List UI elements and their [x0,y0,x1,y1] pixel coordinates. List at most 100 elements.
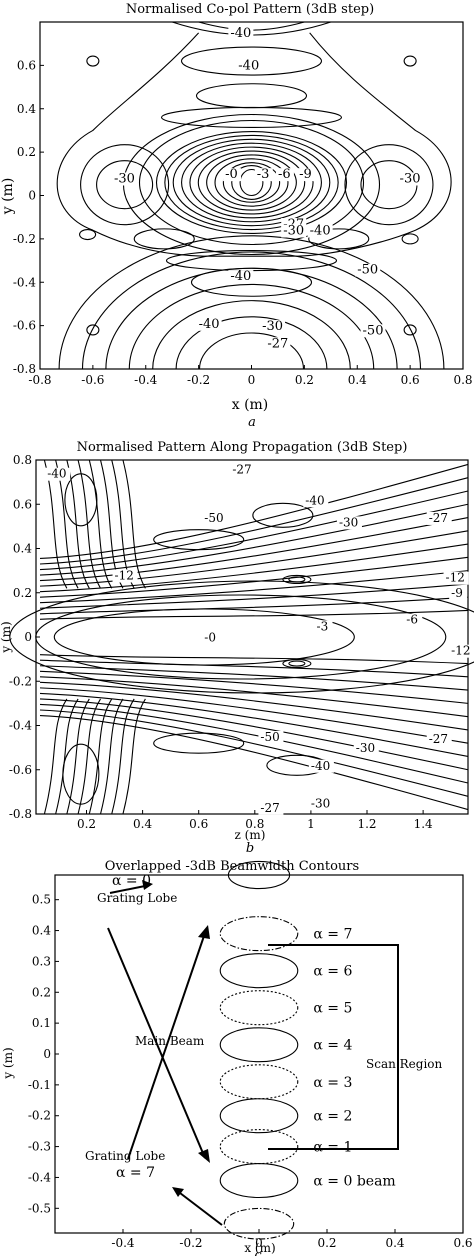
contour-label: -40 [238,59,259,74]
arrowhead-grating-lobe-top [142,880,153,890]
contour-label-bg [281,224,307,238]
contour-label-bg [260,319,286,333]
y-tick-label: 0 [24,630,32,644]
chart-b-contour-labels: -40 -27-40-50 -30 -27-12 -12-9-0-3 -6-12-50 -2… [45,462,474,815]
contour-line [64,473,98,527]
contour-line [39,570,469,604]
x-tick-label: -0.2 [187,373,210,387]
contour-label-bg [112,569,138,583]
contour-line [66,459,90,589]
chart-c-xlabel: x (m) [244,1241,275,1255]
contour-line [197,150,306,215]
contour-label: -50 [204,511,223,525]
contour-label: -50 [260,730,279,744]
contour-line [66,698,90,815]
contour-line [181,142,322,223]
contour-label-bg [426,733,452,747]
contour-line [39,714,469,811]
y-tick-label: 0.4 [32,924,51,938]
contour-label: -30 [114,171,135,186]
y-tick-label: 0.1 [32,1016,51,1030]
x-tick-label: 1.2 [357,817,376,831]
beam-contour [219,1098,299,1134]
contour-line [86,324,100,336]
contour-label-bg [297,168,316,182]
beam-label: α = 7 [313,927,352,943]
y-tick-label: -0.4 [28,1170,52,1184]
contour-line [128,283,375,370]
contour-line [39,687,469,744]
contour-label-bg [355,263,381,277]
contour-line [39,676,469,718]
contour-line [99,698,124,815]
contour-line [164,134,339,231]
contour-label: -30 [356,741,375,755]
y-tick-label: -0.1 [28,1078,51,1092]
contour-line [308,228,370,250]
contour-line [172,138,331,227]
y-tick-label: 0.2 [17,145,36,159]
grating-lobe-top-label: Grating Lobe [97,891,177,905]
beam-label: α = 2 [313,1109,352,1125]
y-tick-label: -0.4 [13,275,37,289]
contour-line [138,119,365,246]
beam-label: α = 5 [313,1001,352,1017]
contour-line [77,698,101,815]
contour-label-bg [449,644,474,658]
chart-a-ticks: -0.8 -0.6 -0.4 -0.2 0 0.2 0.4 0.6 0.8 0.6 0.4 0.2 0 -… [13,58,473,387]
contour-label-bg [308,759,334,773]
contour-line [189,146,314,219]
contour-line [282,659,312,669]
contour-label: -0 [225,167,238,182]
contour-line [39,463,469,560]
contour-line [214,158,289,207]
y-tick-label: 0.2 [13,586,32,600]
y-tick-label: 0.6 [13,497,32,511]
arrow-main-beam-down [107,927,206,1159]
contour-label-bg [230,463,256,477]
x-tick-label: 0.2 [295,373,314,387]
contour-label-bg [223,168,242,182]
contour-line [153,732,245,754]
contour-label-bg [112,172,138,186]
contour-label: -27 [267,336,288,351]
contour-label: -40 [305,493,324,507]
contour-line [81,251,422,370]
chart-c-beams: α = 0 beam α = 1 α = 2 α = 3 α = 4 α = 5 α = 6… [219,860,396,1240]
contour-label-bg [449,587,468,601]
scan-region-label: Scan Region [366,1057,443,1071]
contour-label-bg [258,801,284,815]
x-tick-label: 1.4 [414,817,433,831]
contour-line [122,698,146,815]
beam-contour [219,953,299,989]
contour-line [153,529,245,551]
y-tick-label: 0.2 [32,985,51,999]
contour-label-bg [404,613,423,627]
chart-a-contours [56,21,452,370]
contour-label-bg [228,270,254,284]
arrow-grating-lobe-top [109,885,146,894]
y-tick-label: 0.4 [17,102,36,116]
y-tick-label: 0.8 [13,453,32,467]
grating-lobe-bottom-label: Grating Lobe [85,1149,165,1163]
contour-line [39,659,469,678]
contour-label: -30 [400,171,421,186]
x-tick-label: 0.2 [317,1236,336,1250]
beam-label: α = 6 [313,964,352,980]
beam-contour [219,990,299,1026]
contour-label: -12 [446,571,465,585]
contour-label-bg [275,168,294,182]
contour-line [39,477,469,565]
contour-line [56,32,452,257]
beam-contour [219,1064,299,1100]
grating-lobe-bottom-contour [223,1207,295,1240]
contour-label: -40 [230,26,251,41]
x-tick-label: 0.6 [453,1236,472,1250]
contour-line [252,502,314,528]
contour-line [160,106,343,128]
x-tick-label: -0.6 [81,373,104,387]
contour-line [105,267,398,370]
contour-line [39,609,469,620]
contour-line [288,576,306,583]
contour-line [80,144,170,226]
